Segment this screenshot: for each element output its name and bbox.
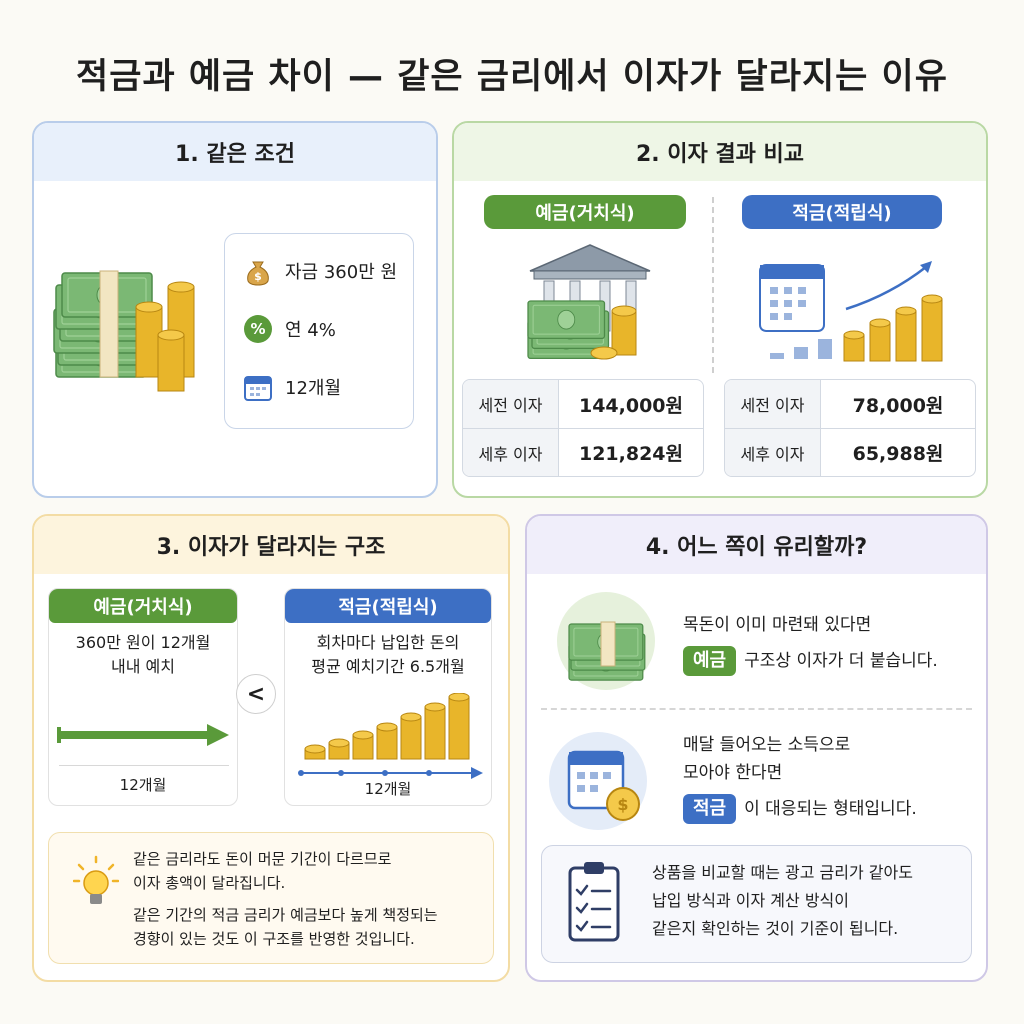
savings-label: 적금(적립식) xyxy=(285,589,491,623)
case1-line1: 목돈이 이미 마련돼 있다면 xyxy=(683,615,872,635)
panel-heading: 3. 이자가 달라지는 구조 xyxy=(34,516,508,574)
case2-line3: 적금 이 대응되는 형태입니다. xyxy=(683,794,917,824)
clipboard-checklist-icon xyxy=(568,862,620,942)
case1-line2: 예금 구조상 이자가 더 붙습니다. xyxy=(683,646,938,676)
interest-comparison-panel: 2. 이자 결과 비교 예금(거치식) 적금(적립식) xyxy=(452,121,988,498)
row-value: 144,000원 xyxy=(578,394,684,417)
page-title: 적금과 예금 차이 — 같은 금리에서 이자가 달라지는 이유 xyxy=(76,57,948,97)
deposit-desc-line2: 내내 예치 xyxy=(111,657,175,676)
tip-line2: 이자 총액이 달라집니다. xyxy=(133,874,286,892)
panel-heading: 4. 어느 쪽이 유리할까? xyxy=(527,516,986,574)
table-row: 세후 이자 65,988원 xyxy=(725,428,975,476)
savings-period: 12개월 xyxy=(364,780,412,798)
cash-stack-icon xyxy=(568,621,646,681)
savings-label: 적금(적립식) xyxy=(742,195,942,229)
deposit-tag: 예금 xyxy=(683,646,737,676)
case1-rest: 구조상 이자가 더 붙습니다. xyxy=(744,651,938,671)
conditions-box: $ 자금 360만 원 % 연 4% 12개월 xyxy=(224,233,414,429)
note-line1: 상품을 비교할 때는 광고 금리가 같아도 xyxy=(652,863,913,882)
savings-structure-box: 적금(적립식) 회차마다 납입한 돈의 평균 예치기간 6.5개월 12개월 xyxy=(284,588,492,806)
divider xyxy=(59,765,229,766)
interest-structure-panel: 3. 이자가 달라지는 구조 예금(거치식) 360만 원이 12개월 내내 예… xyxy=(32,514,510,982)
note-line2: 납입 방식과 이자 계산 방식이 xyxy=(652,891,849,910)
savings-desc-line2: 평균 예치기간 6.5개월 xyxy=(311,657,465,676)
tip-line3: 같은 기간의 적금 금리가 예금보다 높게 책정되는 xyxy=(133,906,438,924)
savings-desc-line1: 회차마다 납입한 돈의 xyxy=(316,633,460,652)
savings-coin-steps xyxy=(298,693,483,779)
deposit-structure-box: 예금(거치식) 360만 원이 12개월 내내 예치 12개월 xyxy=(48,588,238,806)
tip-line4: 경향이 있는 것도 이 구조를 반영한 것입니다. xyxy=(133,930,415,948)
deposit-period: 12개월 xyxy=(119,776,167,794)
deposit-label: 예금(거치식) xyxy=(49,589,237,623)
row-label: 세후 이자 xyxy=(725,429,821,476)
deposit-desc-line1: 360만 원이 12개월 xyxy=(75,633,211,652)
table-row: 세후 이자 121,824원 xyxy=(463,428,703,476)
less-than-symbol: < xyxy=(236,674,276,714)
table-row: 세전 이자 78,000원 xyxy=(725,380,975,428)
row-value: 65,988원 xyxy=(852,443,944,465)
percent-icon: % xyxy=(243,314,273,344)
tip-line1: 같은 금리라도 돈이 머문 기간이 다르므로 xyxy=(133,850,392,868)
row-value: 78,000원 xyxy=(852,394,944,417)
tip-box: 같은 금리라도 돈이 머문 기간이 다르므로 이자 총액이 달라집니다. 같은 … xyxy=(48,832,494,964)
condition-amount-text: 자금 360만 원 xyxy=(285,262,398,283)
svg-text:%: % xyxy=(250,320,265,338)
deposit-desc: 360만 원이 12개월 내내 예치 xyxy=(49,631,237,679)
panel-heading: 2. 이자 결과 비교 xyxy=(454,123,986,181)
note-line3: 같은지 확인하는 것이 기준이 됩니다. xyxy=(652,919,899,938)
row-label: 세전 이자 xyxy=(463,380,559,428)
row-value: 121,824원 xyxy=(578,443,684,465)
money-bag-icon: $ xyxy=(243,256,273,286)
table-row: 세전 이자 144,000원 xyxy=(463,380,703,428)
deposit-period-arrow xyxy=(57,724,229,746)
deposit-result-table: 세전 이자 144,000원 세후 이자 121,824원 xyxy=(462,379,704,477)
cash-circle xyxy=(557,592,655,690)
condition-period-text: 12개월 xyxy=(285,378,342,399)
row-label: 세후 이자 xyxy=(463,429,559,476)
savings-desc: 회차마다 납입한 돈의 평균 예치기간 6.5개월 xyxy=(285,631,491,679)
savings-tag: 적금 xyxy=(683,794,737,824)
condition-rate-text: 연 4% xyxy=(285,320,336,341)
calendar-circle: $ xyxy=(549,732,647,830)
case2-line2: 모아야 한다면 xyxy=(683,763,783,783)
svg-text:$: $ xyxy=(617,795,628,814)
condition-rate: % 연 4% xyxy=(243,314,336,344)
savings-growth-illustration xyxy=(759,261,943,362)
bank-with-cash-illustration xyxy=(527,244,651,360)
cash-stack-illustration xyxy=(53,270,195,392)
same-conditions-panel: 1. 같은 조건 $ 자금 360만 원 % 연 4% xyxy=(32,121,438,498)
panel-heading: 1. 같은 조건 xyxy=(34,123,436,181)
divider xyxy=(541,708,972,710)
case2-line1: 매달 들어오는 소득으로 xyxy=(683,735,851,755)
divider xyxy=(712,197,714,373)
calendar-icon xyxy=(243,372,273,402)
calendar-coin-icon: $ xyxy=(567,750,640,821)
case2-rest: 이 대응되는 형태입니다. xyxy=(744,799,917,819)
note-box: 상품을 비교할 때는 광고 금리가 같아도 납입 방식과 이자 계산 방식이 같… xyxy=(541,845,972,963)
condition-period: 12개월 xyxy=(243,372,341,402)
condition-amount: $ 자금 360만 원 xyxy=(243,256,397,286)
svg-text:$: $ xyxy=(254,270,262,283)
which-is-better-panel: 4. 어느 쪽이 유리할까? 목돈이 이미 마련돼 있다면 예금 구조상 이자가 … xyxy=(525,514,988,982)
row-label: 세전 이자 xyxy=(725,380,821,428)
deposit-label: 예금(거치식) xyxy=(484,195,686,229)
savings-result-table: 세전 이자 78,000원 세후 이자 65,988원 xyxy=(724,379,976,477)
lightbulb-icon xyxy=(73,855,119,904)
